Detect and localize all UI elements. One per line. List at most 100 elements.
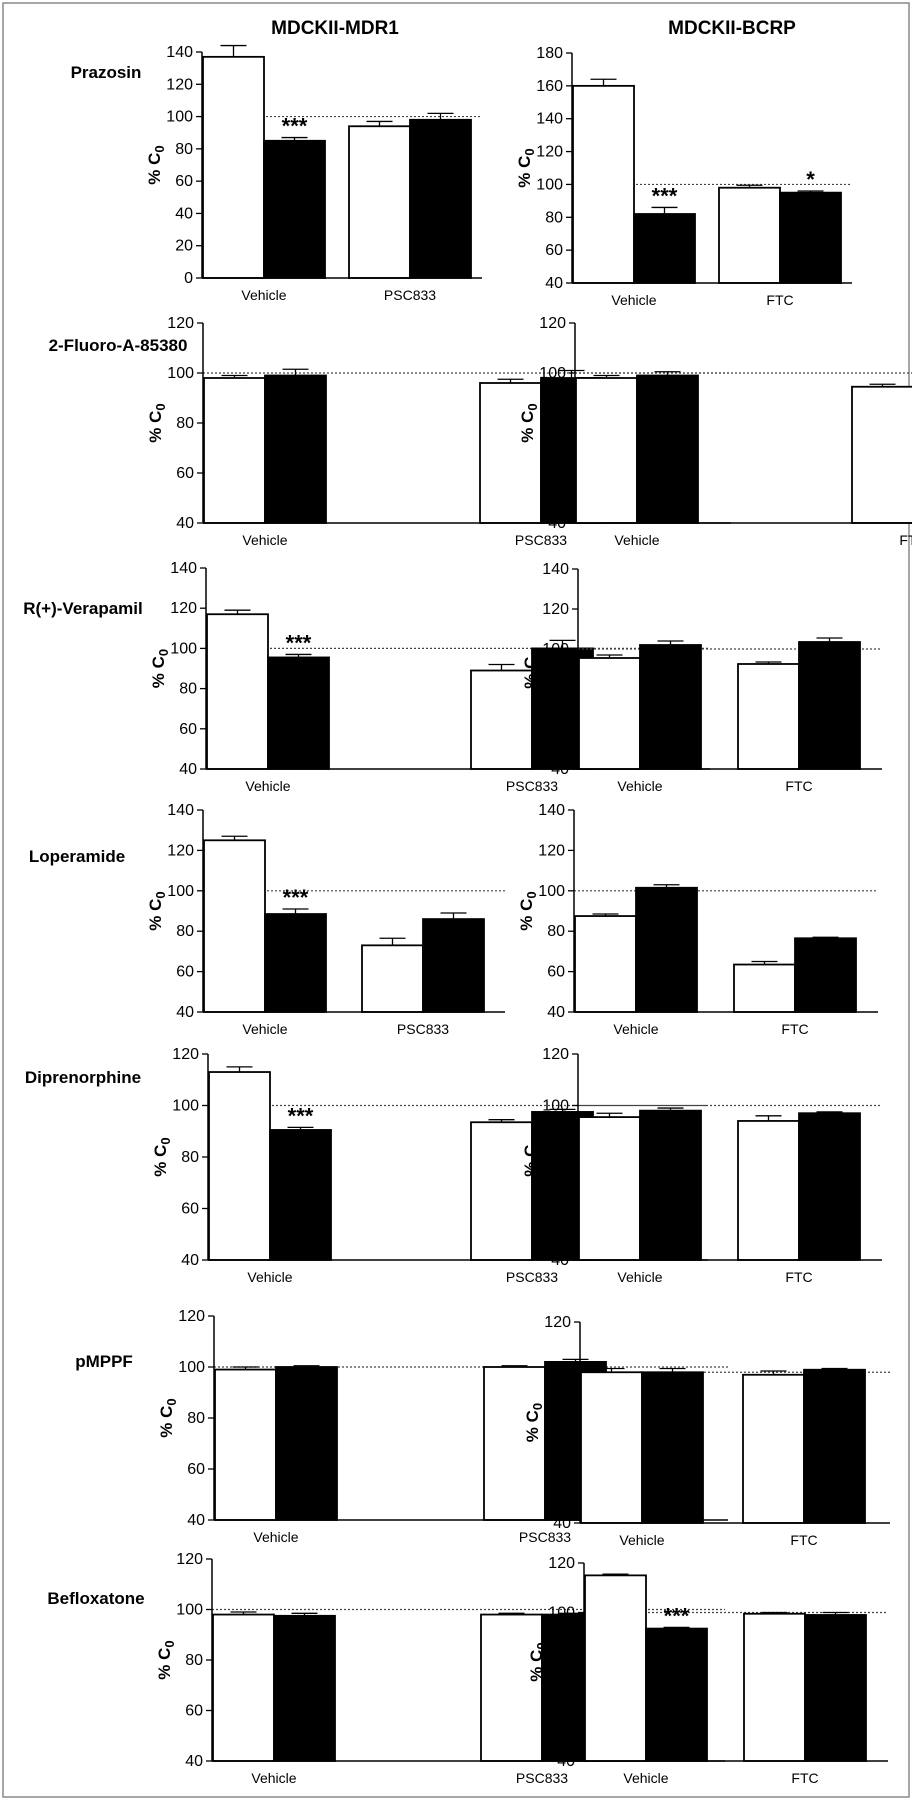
bar: [718, 186, 781, 284]
y-tick-label: 100: [176, 1602, 203, 1619]
bar: [639, 644, 702, 770]
y-tick-label: 60: [551, 721, 569, 738]
x-category-label: FTC: [766, 292, 793, 308]
significance-marker: ***: [664, 1603, 690, 1628]
y-tick-label: 40: [553, 1515, 571, 1532]
y-tick-label: 40: [551, 1252, 569, 1269]
x-category-label: FTC: [790, 1532, 817, 1548]
y-tick-label: 80: [175, 141, 193, 158]
y-tick-label: 140: [536, 111, 563, 128]
bar: [203, 377, 266, 524]
y-tick-label: 80: [185, 1652, 203, 1669]
y-tick-label: 120: [176, 1551, 203, 1568]
panel-1: Vehicle *** FTC * 40 60 80 100 120 140 160 180 % C0: [515, 45, 852, 308]
compound-label-diprenorphine: Diprenorphine: [25, 1068, 141, 1087]
y-tick-label: 20: [175, 238, 193, 255]
x-category-label: PSC833: [506, 1269, 558, 1285]
y-tick-label: 40: [557, 1753, 575, 1770]
y-tick-label: 80: [547, 923, 565, 940]
bar: [633, 213, 696, 284]
bar: [798, 1112, 861, 1261]
y-tick-label: 120: [167, 842, 194, 859]
bar: [742, 1373, 805, 1524]
y-tick-label: 40: [185, 1753, 203, 1770]
y-tick-label: 40: [547, 1004, 565, 1021]
significance-marker: ***: [286, 630, 312, 655]
y-tick-label: 40: [176, 1004, 194, 1021]
bar: [361, 944, 424, 1013]
y-tick-label: 0: [184, 270, 193, 287]
bar: [578, 657, 641, 770]
y-tick-label: 60: [551, 1201, 569, 1218]
bar: [203, 839, 266, 1013]
x-category-label: Vehicle: [241, 287, 286, 303]
y-tick-label: 120: [538, 842, 565, 859]
y-axis-label: % C0: [155, 1640, 177, 1679]
y-axis-label: % C0: [521, 1137, 543, 1176]
panel-7: Vehicle FTC 40 60 80 100 120 140 % C0: [517, 802, 878, 1037]
bar: [348, 125, 411, 279]
y-tick-label: 100: [536, 176, 563, 193]
bar: [202, 55, 265, 279]
y-tick-label: 60: [176, 964, 194, 981]
bar: [733, 963, 796, 1013]
x-category-label: Vehicle: [245, 778, 290, 794]
bar: [804, 1614, 867, 1762]
y-tick-label: 120: [178, 1308, 205, 1325]
bar: [779, 191, 842, 284]
panels: Vehicle *** PSC833 0 20 40 60 80 100 120 140 % C0 Ve…: [145, 44, 912, 1786]
bar: [572, 84, 635, 284]
y-axis-label: % C0: [146, 403, 168, 442]
x-category-label: PSC833: [515, 532, 567, 548]
y-tick-label: 60: [181, 1201, 199, 1218]
y-tick-label: 120: [544, 1314, 571, 1331]
y-tick-label: 60: [179, 721, 197, 738]
x-category-label: Vehicle: [247, 1269, 292, 1285]
x-category-label: Vehicle: [617, 1269, 662, 1285]
y-tick-label: 100: [178, 1359, 205, 1376]
bar: [851, 385, 912, 524]
bar: [794, 937, 857, 1013]
x-category-label: Vehicle: [611, 292, 656, 308]
y-tick-label: 80: [179, 681, 197, 698]
bar: [214, 1368, 277, 1521]
y-tick-label: 60: [547, 964, 565, 981]
x-category-label: Vehicle: [253, 1529, 298, 1545]
bar: [645, 1627, 708, 1762]
bar: [275, 1366, 338, 1521]
y-tick-label: 60: [553, 1465, 571, 1482]
y-axis-label: % C0: [517, 891, 539, 930]
y-tick-label: 60: [176, 465, 194, 482]
y-tick-label: 40: [181, 1252, 199, 1269]
bar: [737, 1120, 800, 1261]
y-axis-label: % C0: [151, 1137, 173, 1176]
y-tick-label: 100: [544, 1364, 571, 1381]
y-tick-label: 80: [557, 1654, 575, 1671]
bar: [212, 1613, 275, 1762]
y-tick-label: 140: [167, 802, 194, 819]
x-category-label: FTC: [785, 778, 812, 794]
y-tick-label: 80: [187, 1410, 205, 1427]
significance-marker: ***: [288, 1103, 314, 1128]
y-tick-label: 80: [551, 681, 569, 698]
y-tick-label: 40: [551, 761, 569, 778]
y-tick-label: 60: [187, 1461, 205, 1478]
bar: [584, 1574, 647, 1762]
bar: [578, 1116, 641, 1261]
bar: [635, 886, 698, 1013]
y-tick-label: 40: [187, 1512, 205, 1529]
y-axis-label: % C0: [157, 1398, 179, 1437]
panel-9: Vehicle FTC 40 60 80 100 120 % C0: [521, 1046, 882, 1285]
y-tick-label: 120: [539, 315, 566, 332]
y-tick-label: 100: [167, 883, 194, 900]
x-category-label: FTC: [785, 1269, 812, 1285]
y-tick-label: 60: [175, 173, 193, 190]
panel-5: Vehicle FTC 40 60 80 100 120 140 % C0: [521, 561, 882, 794]
significance-marker: ***: [282, 114, 308, 139]
x-category-label: PSC833: [519, 1529, 571, 1545]
y-tick-label: 120: [548, 1555, 575, 1572]
x-category-label: FTC: [791, 1770, 818, 1786]
y-tick-label: 80: [545, 209, 563, 226]
